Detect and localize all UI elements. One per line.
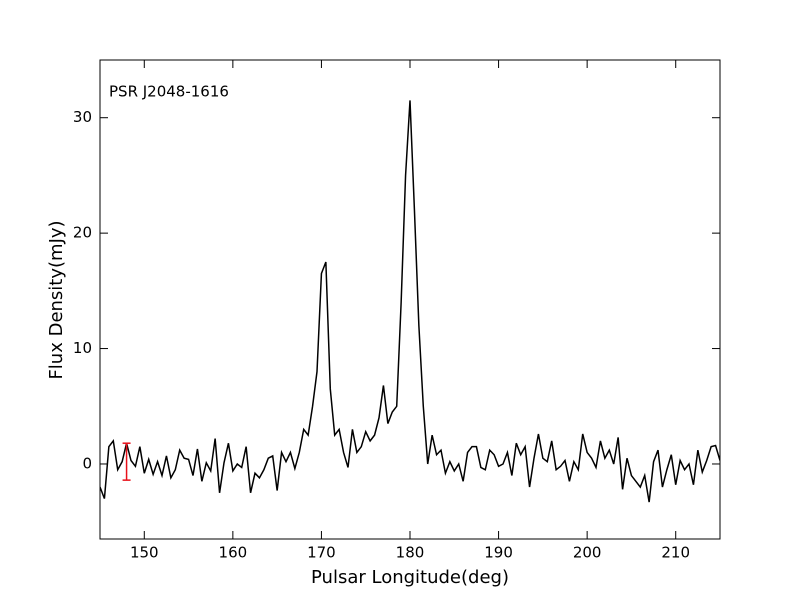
x-tick-label: 180 (396, 544, 425, 562)
data-line (100, 100, 720, 503)
x-axis-label: Pulsar Longitude(deg) (311, 567, 509, 588)
annotation: PSR J2048-1616 (109, 83, 229, 101)
x-tick-label: 170 (307, 544, 336, 562)
x-tick-label: 160 (219, 544, 248, 562)
y-tick-label: 0 (82, 454, 92, 472)
x-tick-label: 210 (661, 544, 690, 562)
y-axis-label: Flux Density(mJy) (46, 220, 67, 379)
y-tick-label: 20 (73, 224, 92, 242)
plot-frame (99, 59, 721, 540)
y-tick-label: 30 (73, 108, 92, 126)
y-tick-label: 10 (73, 339, 92, 357)
x-tick-label: 200 (573, 544, 602, 562)
x-tick-label: 190 (484, 544, 513, 562)
x-tick-label: 150 (130, 544, 159, 562)
